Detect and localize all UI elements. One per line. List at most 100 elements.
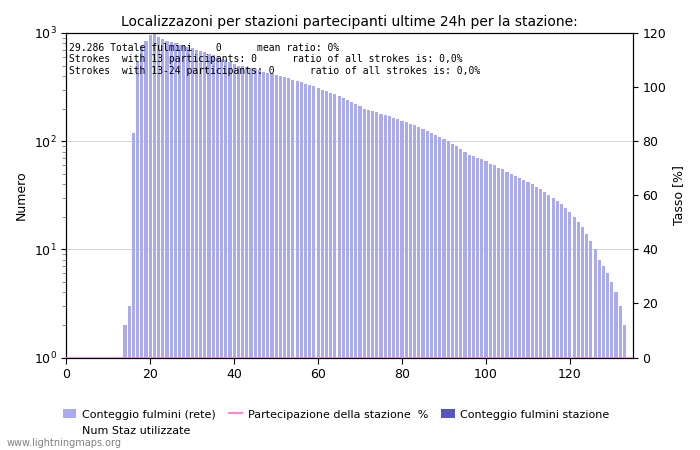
Bar [468, 358, 471, 450]
Bar [94, 358, 97, 450]
Bar [266, 72, 270, 450]
Bar [249, 358, 253, 450]
Bar [165, 358, 169, 450]
Bar [182, 358, 186, 450]
Bar [421, 358, 425, 450]
Bar [636, 358, 638, 450]
Bar [119, 358, 122, 450]
Bar [283, 77, 286, 450]
Bar [216, 358, 219, 450]
Bar [241, 358, 244, 450]
Bar [169, 358, 173, 450]
Bar [522, 180, 525, 450]
Bar [337, 358, 341, 450]
Bar [85, 358, 89, 450]
Bar [522, 358, 525, 450]
Bar [342, 358, 345, 450]
Bar [505, 172, 508, 450]
Bar [493, 358, 496, 450]
Bar [598, 358, 601, 450]
Bar [148, 36, 152, 450]
Bar [547, 195, 550, 450]
Bar [539, 358, 542, 450]
Bar [627, 358, 630, 450]
Bar [102, 358, 106, 450]
Bar [510, 358, 512, 450]
Bar [358, 106, 362, 450]
Bar [321, 90, 324, 450]
Bar [400, 121, 404, 450]
Bar [153, 358, 156, 450]
Bar [367, 358, 370, 450]
Bar [69, 358, 72, 450]
Bar [434, 358, 438, 450]
Bar [228, 358, 232, 450]
Bar [405, 122, 408, 450]
Bar [287, 78, 290, 450]
Bar [631, 358, 634, 450]
Bar [501, 169, 504, 450]
Bar [85, 358, 89, 450]
Bar [585, 358, 588, 450]
Bar [644, 358, 647, 450]
Bar [140, 46, 143, 450]
Bar [363, 108, 366, 450]
Bar [279, 76, 282, 450]
Bar [308, 85, 312, 450]
Bar [581, 227, 584, 450]
Bar [161, 358, 164, 450]
Bar [480, 358, 483, 450]
Bar [463, 358, 467, 450]
Bar [232, 358, 236, 450]
Bar [451, 144, 454, 450]
Bar [552, 198, 554, 450]
Bar [295, 358, 299, 450]
Bar [119, 358, 122, 450]
Bar [388, 116, 391, 450]
Bar [325, 358, 328, 450]
Bar [409, 124, 412, 450]
Bar [442, 139, 446, 450]
Bar [312, 358, 316, 450]
Bar [178, 45, 181, 450]
Y-axis label: Tasso [%]: Tasso [%] [672, 165, 685, 225]
Bar [480, 159, 483, 450]
Bar [153, 34, 156, 450]
Bar [455, 146, 458, 450]
Bar [615, 358, 617, 450]
Bar [543, 192, 546, 450]
Bar [190, 49, 194, 450]
Bar [178, 358, 181, 450]
Bar [564, 358, 567, 450]
Bar [291, 358, 295, 450]
Bar [132, 358, 135, 450]
Bar [136, 61, 139, 450]
Bar [556, 358, 559, 450]
Bar [316, 358, 320, 450]
Bar [455, 358, 458, 450]
Bar [237, 66, 240, 450]
Bar [253, 69, 257, 450]
Bar [132, 133, 135, 450]
Bar [367, 110, 370, 450]
Bar [484, 358, 487, 450]
Bar [514, 176, 517, 450]
Bar [594, 358, 596, 450]
Bar [73, 358, 76, 450]
Bar [623, 358, 626, 450]
Bar [127, 358, 131, 450]
Bar [623, 325, 626, 450]
Bar [392, 358, 396, 450]
Text: www.lightningmaps.org: www.lightningmaps.org [7, 438, 122, 448]
Bar [195, 50, 198, 450]
Bar [514, 358, 517, 450]
Bar [111, 358, 114, 450]
Bar [354, 358, 358, 450]
Bar [73, 358, 76, 450]
Y-axis label: Numero: Numero [15, 171, 28, 220]
Bar [224, 358, 228, 450]
Bar [258, 358, 261, 450]
Bar [573, 358, 575, 450]
Bar [300, 358, 303, 450]
Bar [648, 358, 651, 450]
